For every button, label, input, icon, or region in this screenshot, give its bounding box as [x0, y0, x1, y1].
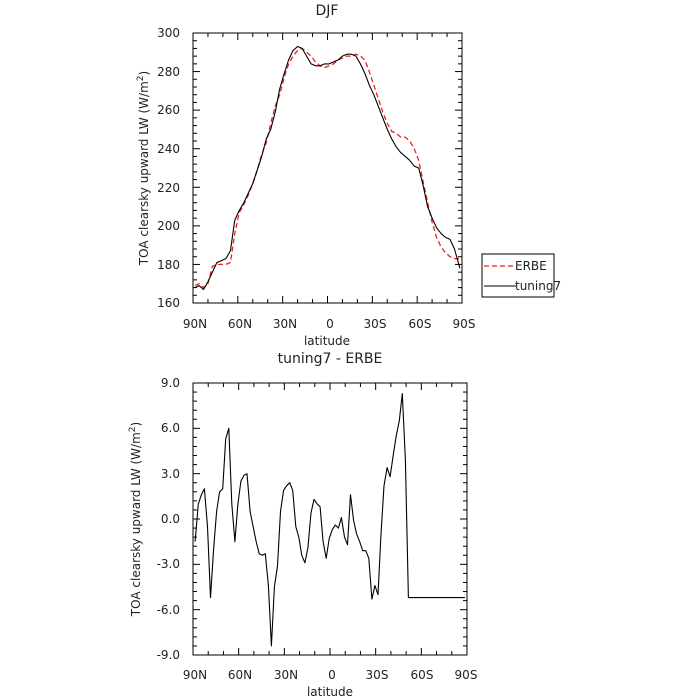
- top-y-axis-label-main: TOA clearsky upward LW (W/m: [137, 81, 151, 266]
- bottom-y-axis-label: TOA clearsky upward LW (W/m2): [128, 422, 143, 617]
- bottom-x-tick-labels: 90N 60N 30N 0 30S 60S 90S: [183, 668, 478, 682]
- bottom-y-ticks: [193, 382, 467, 656]
- bottom-y-axis-label-main: TOA clearsky upward LW (W/m: [129, 432, 143, 617]
- top-series-lines: [194, 45, 461, 291]
- y-tick-label: -3.0: [157, 557, 180, 571]
- y-tick-label: 280: [157, 65, 180, 79]
- x-tick-label: 90N: [183, 317, 207, 331]
- top-x-ticks: [192, 33, 463, 303]
- x-tick-label: 0: [328, 668, 336, 682]
- bottom-panel: tuning7 - ERBE 90N 60N 30N 0 30S 60S 90S…: [128, 351, 477, 699]
- x-tick-label: 30S: [366, 668, 389, 682]
- y-tick-label: 160: [157, 296, 180, 310]
- y-tick-label: 260: [157, 103, 180, 117]
- y-tick-label: 3.0: [161, 467, 180, 481]
- legend-label-tuning7: tuning7: [515, 279, 561, 293]
- top-y-tick-labels: 160 180 200 220 240 260 280 300: [157, 26, 180, 310]
- top-y-axis-label-end: ): [137, 71, 151, 76]
- y-tick-label: 220: [157, 181, 180, 195]
- legend-box: [481, 253, 555, 298]
- x-tick-label: 90S: [453, 317, 476, 331]
- y-tick-label: -6.0: [157, 603, 180, 617]
- bottom-series-lines: [194, 393, 465, 647]
- bottom-plot-frame: [192, 382, 468, 656]
- y-tick-label: 300: [157, 26, 180, 40]
- x-tick-label: 60S: [411, 668, 434, 682]
- bottom-x-axis-label: latitude: [307, 685, 353, 699]
- x-tick-label: 30N: [274, 668, 298, 682]
- bottom-title: tuning7 - ERBE: [278, 351, 383, 367]
- y-tick-label: 240: [157, 142, 180, 156]
- top-y-axis-label-sup: 2: [136, 75, 146, 81]
- legend: ERBE tuning7: [481, 253, 561, 298]
- y-tick-label: 0.0: [161, 512, 180, 526]
- top-y-axis-label: TOA clearsky upward LW (W/m2): [136, 71, 151, 266]
- x-tick-label: 90N: [183, 668, 207, 682]
- x-tick-label: 60N: [228, 668, 252, 682]
- y-tick-label: -9.0: [157, 648, 180, 662]
- legend-label-erbe: ERBE: [515, 259, 547, 273]
- y-tick-label: 9.0: [161, 376, 180, 390]
- x-tick-label: 60S: [409, 317, 432, 331]
- top-y-ticks: [193, 32, 462, 304]
- x-tick-label: 0: [326, 317, 334, 331]
- bottom-y-axis-label-sup: 2: [128, 426, 138, 432]
- y-tick-label: 200: [157, 219, 180, 233]
- top-series-line-erbe: [194, 47, 460, 289]
- y-tick-label: 180: [157, 258, 180, 272]
- bottom-y-tick-labels: -9.0 -6.0 -3.0 0.0 3.0 6.0 9.0: [157, 376, 180, 662]
- bottom-series-line-difference: [194, 393, 465, 647]
- top-series-line-tuning7: [194, 45, 461, 291]
- top-x-axis-label: latitude: [304, 334, 350, 348]
- x-tick-label: 30S: [364, 317, 387, 331]
- x-tick-label: 30N: [273, 317, 297, 331]
- y-tick-label: 6.0: [161, 421, 180, 435]
- bottom-x-ticks: [192, 383, 468, 655]
- top-x-tick-labels: 90N 60N 30N 0 30S 60S 90S: [183, 317, 476, 331]
- x-tick-label: 60N: [228, 317, 252, 331]
- top-title: DJF: [316, 3, 339, 19]
- top-plot-frame: [192, 32, 463, 304]
- top-panel: DJF 90N 60N 30N 0 30S 60S 90S 160 180 20…: [136, 3, 561, 348]
- bottom-y-axis-label-end: ): [129, 422, 143, 427]
- x-tick-label: 90S: [455, 668, 478, 682]
